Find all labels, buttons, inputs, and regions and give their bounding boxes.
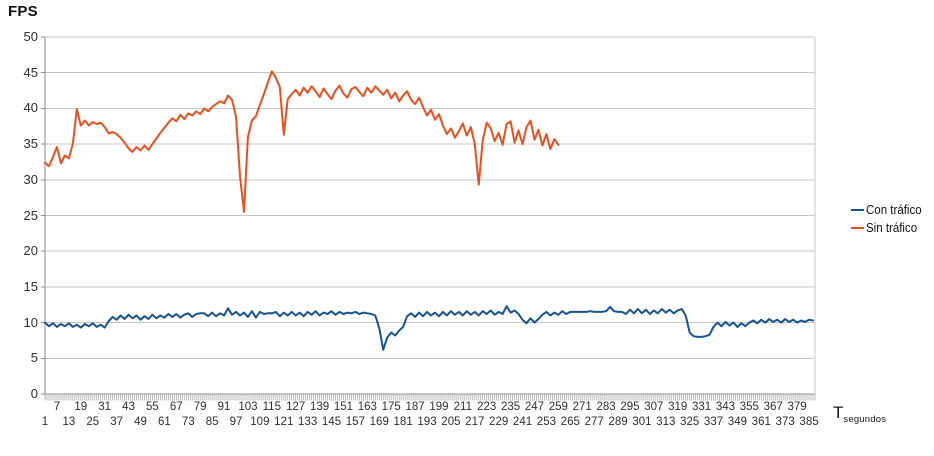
x-axis-label-379: 379 xyxy=(787,401,807,413)
x-axis-label-193: 193 xyxy=(417,416,437,428)
x-axis-label-163: 163 xyxy=(357,401,377,413)
x-axis-label-37: 37 xyxy=(110,416,124,428)
y-axis-label-40: 40 xyxy=(23,100,38,116)
legend-label: Con tráfico xyxy=(866,203,922,217)
x-axis-label-175: 175 xyxy=(381,401,401,413)
x-axis-label-235: 235 xyxy=(500,401,521,413)
y-axis-label-0: 0 xyxy=(30,386,38,401)
x-axis-label-85: 85 xyxy=(205,416,219,428)
x-axis-label-289: 289 xyxy=(608,416,628,428)
x-axis-label-253: 253 xyxy=(536,416,556,428)
x-axis-label-145: 145 xyxy=(321,416,342,428)
x-axis-label-181: 181 xyxy=(393,416,413,428)
y-axis-label-30: 30 xyxy=(23,171,38,187)
x-axis-label-73: 73 xyxy=(181,416,195,428)
x-axis-label-211: 211 xyxy=(453,401,472,413)
x-axis-label-1: 1 xyxy=(41,416,49,428)
x-axis-label-61: 61 xyxy=(157,416,171,428)
x-axis-label-25: 25 xyxy=(86,416,100,428)
y-axis-label-5: 5 xyxy=(30,350,38,366)
x-axis-label-229: 229 xyxy=(489,416,509,428)
x-axis-label-49: 49 xyxy=(134,416,147,428)
x-axis-label-277: 277 xyxy=(584,416,604,428)
y-axis-label-50: 50 xyxy=(23,29,38,44)
x-axis-label-217: 217 xyxy=(465,416,485,428)
x-axis-label-295: 295 xyxy=(620,401,640,413)
x-axis-label-283: 283 xyxy=(596,401,616,413)
y-axis-label-25: 25 xyxy=(23,207,38,223)
x-axis-label-133: 133 xyxy=(298,416,318,428)
x-axis-label-385: 385 xyxy=(799,416,819,428)
x-axis-label-247: 247 xyxy=(524,401,545,413)
x-axis-label-115: 115 xyxy=(262,401,281,413)
x-axis-label-91: 91 xyxy=(217,401,231,413)
x-axis-label-103: 103 xyxy=(238,401,258,413)
series-line-sin-trafico xyxy=(44,70,560,213)
y-axis-label-20: 20 xyxy=(23,243,38,259)
x-axis-label-43: 43 xyxy=(122,401,135,413)
legend-line-swatch-orange xyxy=(851,227,864,229)
x-axis-unit-sub: segundos xyxy=(843,414,887,425)
x-axis-label-325: 325 xyxy=(680,416,700,428)
x-axis-label-223: 223 xyxy=(477,401,497,413)
x-axis-label-67: 67 xyxy=(169,401,183,413)
legend-item-con-trafico: Con tráfico xyxy=(851,201,926,219)
page-title: FPS xyxy=(8,3,38,20)
x-axis-label-307: 307 xyxy=(644,401,664,413)
x-axis-label-259: 259 xyxy=(548,401,568,413)
x-axis-label-355: 355 xyxy=(739,401,759,413)
x-axis-label-199: 199 xyxy=(429,401,449,413)
x-axis-label-13: 13 xyxy=(62,416,76,428)
legend-line-swatch-blue xyxy=(851,209,864,211)
x-axis-label-55: 55 xyxy=(146,401,159,413)
legend-label: Sin tráfico xyxy=(866,221,918,235)
x-axis-label-241: 241 xyxy=(512,416,533,428)
x-axis-label-187: 187 xyxy=(405,401,425,413)
x-axis-label-343: 343 xyxy=(715,401,736,413)
y-axis-label-15: 15 xyxy=(23,278,38,294)
y-axis-label-45: 45 xyxy=(23,64,38,80)
x-axis-unit-main: T xyxy=(833,403,844,422)
x-axis-label-7: 7 xyxy=(53,401,61,413)
x-axis-label-319: 319 xyxy=(668,401,688,413)
x-axis-label-361: 361 xyxy=(751,416,771,428)
series-line-con-trafico xyxy=(44,305,814,351)
x-axis-label-157: 157 xyxy=(345,416,365,428)
x-axis-label-301: 301 xyxy=(632,416,652,428)
x-axis-label-265: 265 xyxy=(560,416,580,428)
legend: Con tráfico Sin tráfico xyxy=(851,201,926,237)
x-axis-label-97: 97 xyxy=(229,416,243,428)
x-axis-label-19: 19 xyxy=(74,401,88,413)
x-axis-label-109: 109 xyxy=(250,416,270,428)
x-axis-label-373: 373 xyxy=(775,416,795,428)
x-axis-label-121: 121 xyxy=(274,416,294,428)
legend-item-sin-trafico: Sin tráfico xyxy=(851,219,926,237)
x-axis-unit-label: Tsegundos xyxy=(833,403,886,425)
x-axis-label-367: 367 xyxy=(763,401,783,413)
x-axis-label-151: 151 xyxy=(333,401,354,413)
y-axis-label-10: 10 xyxy=(23,314,38,330)
x-axis-label-79: 79 xyxy=(193,401,207,413)
x-axis-label-349: 349 xyxy=(727,416,747,428)
x-axis-label-139: 139 xyxy=(309,401,330,413)
x-axis-label-337: 337 xyxy=(703,416,724,428)
y-axis-label-35: 35 xyxy=(23,136,38,152)
x-axis-label-331: 331 xyxy=(691,401,712,413)
x-axis-label-205: 205 xyxy=(441,416,461,428)
x-axis-label-271: 271 xyxy=(572,401,592,413)
x-axis-label-169: 169 xyxy=(369,416,389,428)
x-axis-label-313: 313 xyxy=(656,416,676,428)
x-axis-label-31: 31 xyxy=(98,401,112,413)
x-axis-label-127: 127 xyxy=(286,401,306,413)
